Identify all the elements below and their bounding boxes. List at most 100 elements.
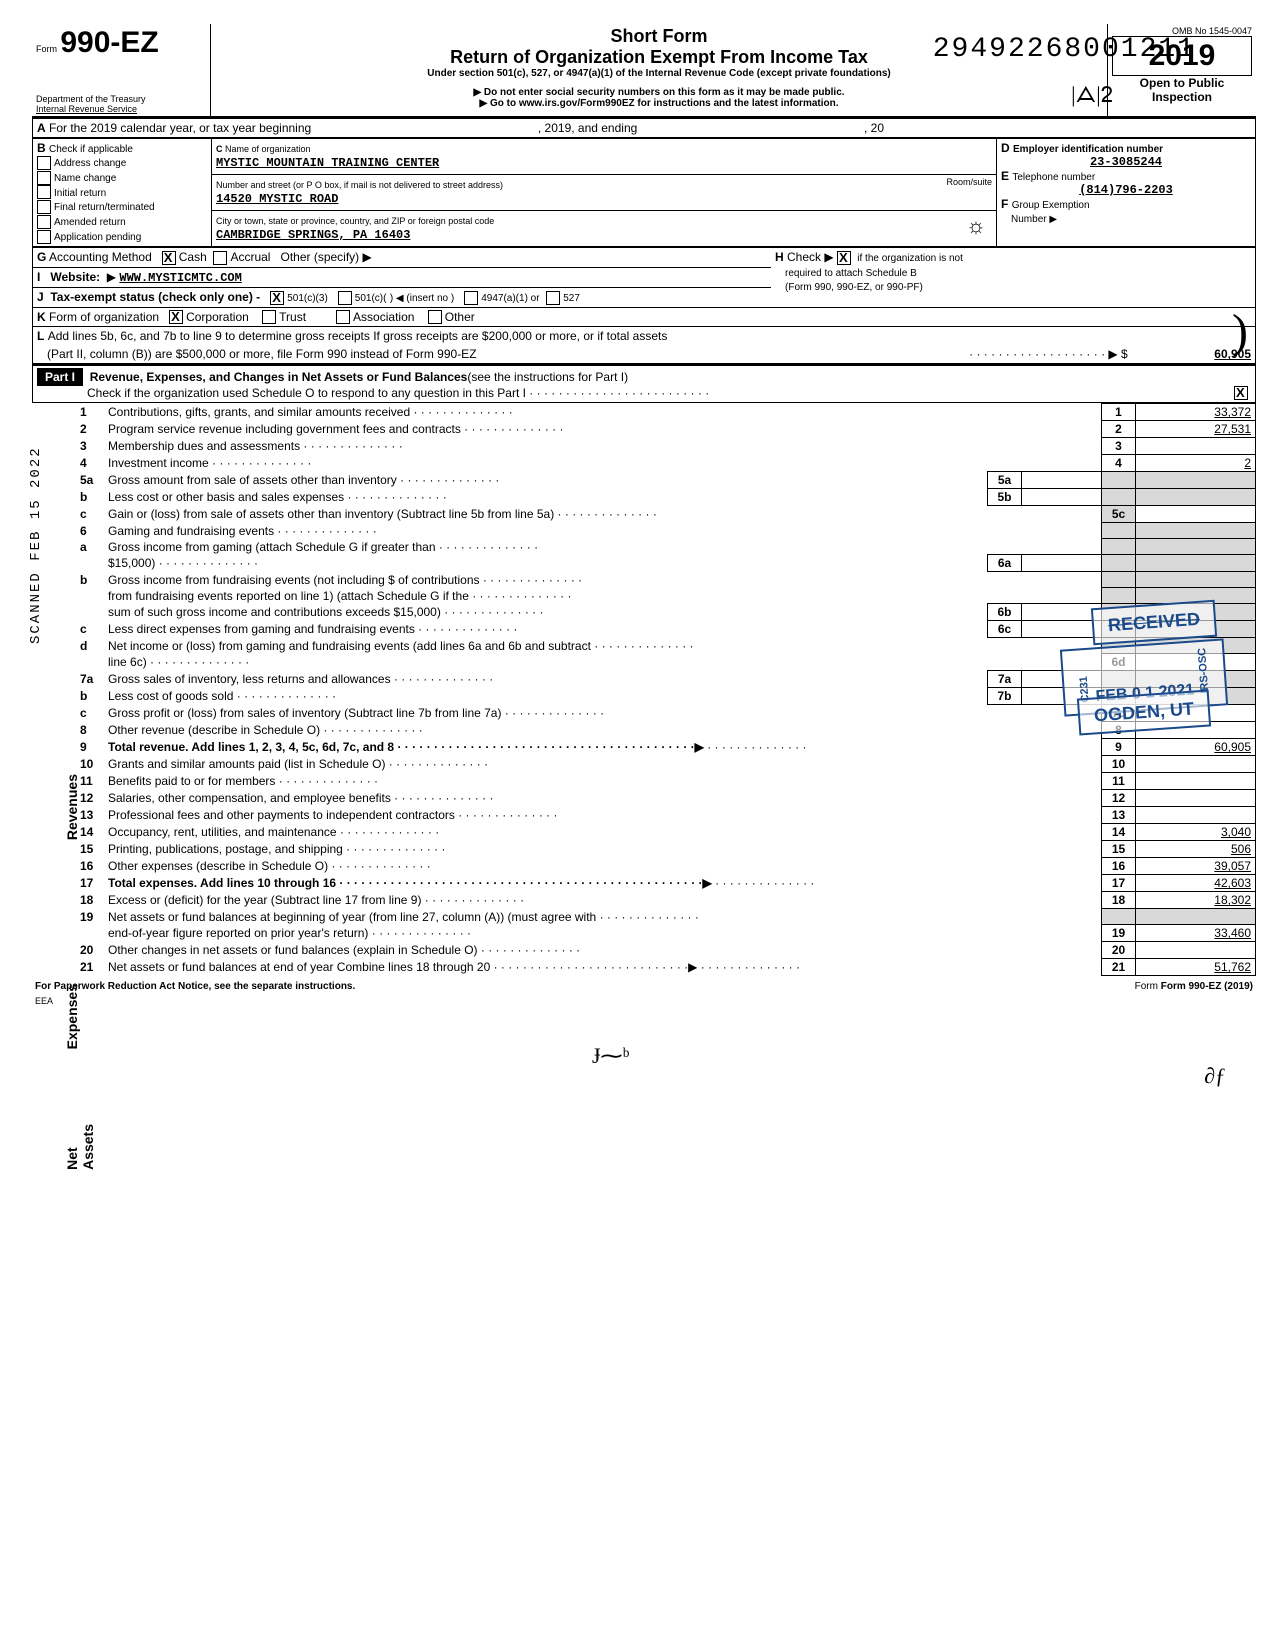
handwritten-initials: |ᗋ|ᒿ: [1071, 82, 1113, 108]
part1-check-text: Check if the organization used Schedule …: [87, 386, 709, 400]
street: 14520 MYSTIC ROAD: [216, 192, 338, 206]
scribble-icon: ☼: [966, 213, 986, 239]
chk-name-change[interactable]: [37, 171, 51, 185]
line-9: 9Total revenue. Add lines 1, 2, 3, 4, 5c…: [32, 739, 1256, 756]
line-a-text: For the 2019 calendar year, or tax year …: [49, 121, 311, 135]
form-page: 29492268001211 Form 990-EZ Department of…: [32, 24, 1256, 1009]
g-label: Accounting Method: [49, 250, 152, 264]
chk-schedule-o[interactable]: [1234, 386, 1248, 400]
open-public: Open to Public: [1112, 76, 1252, 90]
line-15: 15Printing, publications, postage, and s…: [32, 841, 1256, 858]
website: WWW.MYSTICMTC.COM: [119, 271, 241, 285]
org-name: MYSTIC MOUNTAIN TRAINING CENTER: [216, 156, 439, 170]
line-20: 20Other changes in net assets or fund ba…: [32, 942, 1256, 959]
line-6: 6Gaming and fundraising events · · · · ·…: [32, 523, 1256, 539]
chk-other-org[interactable]: [428, 310, 442, 324]
chk-accrual[interactable]: [213, 251, 227, 265]
line-5c: cGain or (loss) from sale of assets othe…: [32, 506, 1256, 523]
line-21: 21Net assets or fund balances at end of …: [32, 959, 1256, 976]
form-header: Form 990-EZ Department of the Treasury I…: [32, 24, 1256, 117]
side-label-revenues: Revenues: [64, 774, 80, 840]
b-label: Check if applicable: [49, 144, 133, 155]
chk-4947[interactable]: [464, 291, 478, 305]
f-label: Group Exemption: [1012, 200, 1090, 211]
chk-corp[interactable]: [169, 310, 183, 324]
line-2: 2Program service revenue including gover…: [32, 421, 1256, 438]
chk-final-return[interactable]: [37, 200, 51, 214]
warn-url: Go to www.irs.gov/Form990EZ for instruct…: [490, 98, 839, 109]
line-8: 8Other revenue (describe in Schedule O) …: [32, 722, 1256, 739]
line-6a: $15,000) · · · · · · · · · · · · · ·6a: [32, 555, 1256, 572]
part1-title: Revenue, Expenses, and Changes in Net As…: [90, 370, 468, 384]
chk-501c[interactable]: [338, 291, 352, 305]
l-text2: (Part II, column (B)) are $500,000 or mo…: [47, 347, 477, 361]
addr-label: Number and street (or P O box, if mail i…: [216, 180, 503, 190]
side-label-expenses: Expenses: [64, 984, 80, 1049]
line-5a: 5aGross amount from sale of assets other…: [32, 472, 1256, 489]
subtitle: Under section 501(c), 527, or 4947(a)(1)…: [215, 68, 1103, 79]
line-b: bGross income from fundraising events (n…: [32, 572, 1256, 588]
room-label: Room/suite: [946, 177, 992, 187]
entity-block: B Check if applicable Address change Nam…: [32, 138, 1256, 247]
line-a-mid: , 2019, and ending: [538, 121, 637, 135]
l-text1: Add lines 5b, 6c, and 7b to line 9 to de…: [48, 329, 668, 343]
chk-501c3[interactable]: [270, 291, 284, 305]
l-arrow: · · · · · · · · · · · · · · · · · · · ▶ …: [969, 347, 1128, 361]
line-: from fundraising events reported on line…: [32, 588, 1256, 604]
ghijkl-block: G Accounting Method Cash Accrual Other (…: [32, 247, 1256, 365]
inspection: Inspection: [1112, 90, 1252, 104]
title-short: Short Form: [215, 26, 1103, 47]
line-14: 14Occupancy, rent, utilities, and mainte…: [32, 824, 1256, 841]
form-number: 990-EZ: [60, 26, 158, 59]
handwritten-initials-2: ∂ƒ: [1204, 1063, 1226, 1089]
j-label: Tax-exempt status (check only one) -: [50, 290, 260, 304]
line-3: 3Membership dues and assessments · · · ·…: [32, 438, 1256, 455]
line-11: 11Benefits paid to or for members · · · …: [32, 773, 1256, 790]
line-10: 10Grants and similar amounts paid (list …: [32, 756, 1256, 773]
line-4: 4Investment income · · · · · · · · · · ·…: [32, 455, 1256, 472]
k-label: Form of organization: [49, 310, 159, 324]
form-label: Form: [36, 44, 57, 54]
city-label: City or town, state or province, country…: [216, 216, 494, 226]
chk-cash[interactable]: [162, 251, 176, 265]
side-label-netassets: Net Assets: [64, 1124, 96, 1170]
line-a: aGross income from gaming (attach Schedu…: [32, 539, 1256, 555]
line-a-end: , 20: [864, 121, 884, 135]
footer-eea: EEA: [34, 995, 921, 1007]
g-other: Other (specify) ▶: [280, 250, 371, 264]
footer-left: For Paperwork Reduction Act Notice, see …: [34, 980, 921, 993]
title-long: Return of Organization Exempt From Incom…: [215, 47, 1103, 68]
chk-527[interactable]: [546, 291, 560, 305]
chk-trust[interactable]: [262, 310, 276, 324]
ein: 23-3085244: [1001, 155, 1251, 169]
i-label: Website:: [50, 270, 100, 284]
side-scanned: SCANNED FEB 15 2022: [28, 446, 44, 644]
chk-assoc[interactable]: [336, 310, 350, 324]
part1-label: Part I: [37, 368, 83, 386]
irs-line: Internal Revenue Service: [36, 104, 206, 114]
e-label: Telephone number: [1012, 172, 1095, 183]
c-label: Name of organization: [225, 144, 311, 154]
line-12: 12Salaries, other compensation, and empl…: [32, 790, 1256, 807]
phone: (814)796-2203: [1001, 183, 1251, 197]
line-1: 1Contributions, gifts, grants, and simil…: [32, 404, 1256, 421]
line-16: 16Other expenses (describe in Schedule O…: [32, 858, 1256, 875]
chk-app-pending[interactable]: [37, 230, 51, 244]
line-5b: bLess cost or other basis and sales expe…: [32, 489, 1256, 506]
chk-initial-return[interactable]: [37, 185, 51, 199]
city: CAMBRIDGE SPRINGS, PA 16403: [216, 228, 410, 242]
line-6c: cLess direct expenses from gaming and fu…: [32, 621, 1256, 638]
line-17: 17Total expenses. Add lines 10 through 1…: [32, 875, 1256, 892]
line-13: 13Professional fees and other payments t…: [32, 807, 1256, 824]
d-label: Employer identification number: [1013, 144, 1163, 155]
form-footer: For Paperwork Reduction Act Notice, see …: [32, 978, 1256, 1009]
chk-address-change[interactable]: [37, 156, 51, 170]
line-19: 19Net assets or fund balances at beginni…: [32, 909, 1256, 925]
line-18: 18Excess or (deficit) for the year (Subt…: [32, 892, 1256, 909]
dept-line: Department of the Treasury: [36, 94, 206, 104]
chk-h[interactable]: [837, 251, 851, 265]
chk-amended[interactable]: [37, 215, 51, 229]
f-label2: Number ▶: [1011, 214, 1057, 225]
line-19: end-of-year figure reported on prior yea…: [32, 925, 1256, 942]
handwritten-bottom: Ɉ⁓ᵇ: [592, 1043, 629, 1069]
